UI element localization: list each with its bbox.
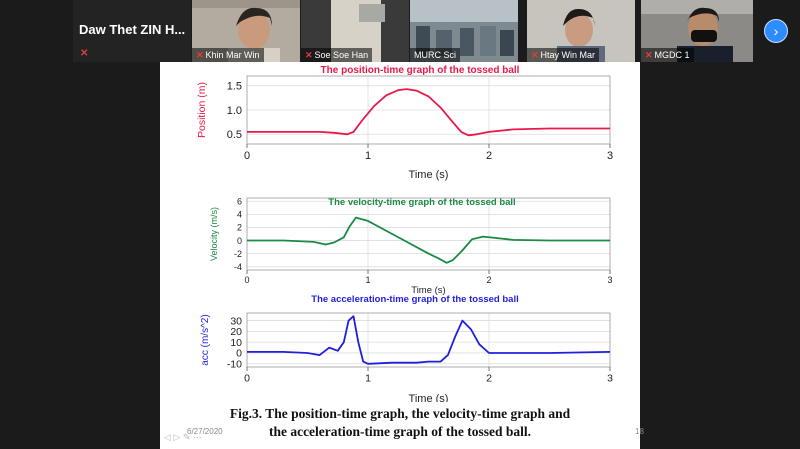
participant-tile[interactable]: ✕ Soe Soe Han — [301, 0, 409, 62]
series-line — [247, 216, 610, 264]
plot-frame — [246, 197, 611, 271]
figure-caption-line-1: Fig.3. The position-time graph, the velo… — [229, 406, 571, 421]
y-axis-label: Position (m) — [196, 82, 208, 138]
y-tick-label: 10 — [230, 337, 242, 349]
participant-tile[interactable]: ✕ Khin Mar Win — [192, 0, 300, 62]
figure-caption-line-2: the acceleration-time graph of the tosse… — [268, 424, 532, 439]
participant-tile[interactable]: MURC Sci — [410, 0, 518, 62]
participant-name: Khin Mar Win — [205, 50, 260, 60]
y-axis-label: acc (m/s^2) — [200, 314, 211, 365]
plot-frame — [246, 75, 611, 145]
slide-nav-icons[interactable]: ◁ ▷ ✎ ⋯ — [164, 432, 202, 442]
video-strip: Daw Thet ZIN H... ✕ ✕ Khin Mar Win ✕ Soe S… — [0, 0, 800, 62]
y-tick-label: 6 — [237, 197, 242, 207]
y-tick-label: 1.0 — [227, 105, 242, 117]
muted-mic-icon: ✕ — [305, 50, 313, 60]
chart-title: The velocity-time graph of the tossed ba… — [328, 197, 515, 208]
host-name: Daw Thet ZIN H... — [79, 22, 186, 37]
slide-page-number: 18 — [635, 427, 644, 436]
muted-mic-icon: ✕ — [645, 50, 653, 60]
participant-name: Htay Win Mar — [540, 50, 596, 60]
x-tick-label: 3 — [607, 373, 613, 385]
y-tick-label: 2 — [237, 223, 242, 233]
x-tick-label: 2 — [486, 150, 492, 162]
muted-mic-icon: ✕ — [80, 48, 89, 59]
participant-name: MURC Sci — [414, 50, 456, 60]
muted-mic-icon: ✕ — [531, 50, 539, 60]
x-tick-label: 2 — [486, 373, 492, 385]
shared-slide: 0 1 2 3 0.5 1.0 1.5 The position-time graph of … — [160, 62, 644, 449]
x-tick-label: 0 — [244, 373, 250, 385]
participant-name: Soe Soe Han — [314, 50, 369, 60]
y-tick-label: -4 — [234, 262, 242, 272]
host-tile[interactable]: Daw Thet ZIN H... — [73, 0, 191, 62]
slide-date: 6/27/2020 — [187, 427, 223, 436]
plot-frame — [246, 312, 611, 368]
y-tick-label: 0 — [236, 348, 242, 360]
y-tick-label: 0 — [237, 236, 242, 246]
x-tick-label: 1 — [365, 275, 370, 285]
x-axis-label: Time (s) — [409, 169, 449, 181]
participant-tile[interactable]: ✕ MGDC 1 — [641, 0, 753, 62]
series-line — [247, 88, 610, 137]
x-tick-label: 1 — [365, 150, 371, 162]
muted-mic-icon: ✕ — [196, 50, 204, 60]
y-tick-label: 4 — [237, 210, 242, 220]
participant-tile[interactable]: ✕ Htay Win Mar — [527, 0, 635, 62]
next-page-button[interactable]: › — [764, 19, 788, 43]
x-tick-label: 0 — [244, 275, 249, 285]
x-tick-label: 1 — [365, 373, 371, 385]
participant-name: MGDC 1 — [654, 50, 690, 60]
y-tick-label: 20 — [230, 326, 242, 338]
chart-title: The position-time graph of the tossed ba… — [321, 65, 520, 76]
y-tick-label: -2 — [234, 249, 242, 259]
series-line — [247, 315, 611, 365]
x-tick-label: 3 — [607, 275, 612, 285]
chart-title: The acceleration-time graph of the tosse… — [311, 294, 518, 305]
tossed-ball-graphs: 0 1 2 3 0.5 1.0 1.5 The position-time graph of … — [196, 65, 613, 402]
y-tick-label: 0.5 — [227, 129, 242, 141]
x-tick-label: 3 — [607, 150, 613, 162]
x-axis-label: Time (s) — [409, 393, 449, 402]
y-tick-label: 30 — [230, 315, 242, 327]
y-tick-label: -10 — [227, 359, 242, 371]
x-tick-label: 0 — [244, 150, 250, 162]
x-tick-label: 2 — [486, 275, 491, 285]
x-axis-label: Time (s) — [411, 285, 445, 296]
y-axis-label: Velocity (m/s) — [209, 207, 219, 261]
y-tick-label: 1.5 — [227, 81, 242, 93]
